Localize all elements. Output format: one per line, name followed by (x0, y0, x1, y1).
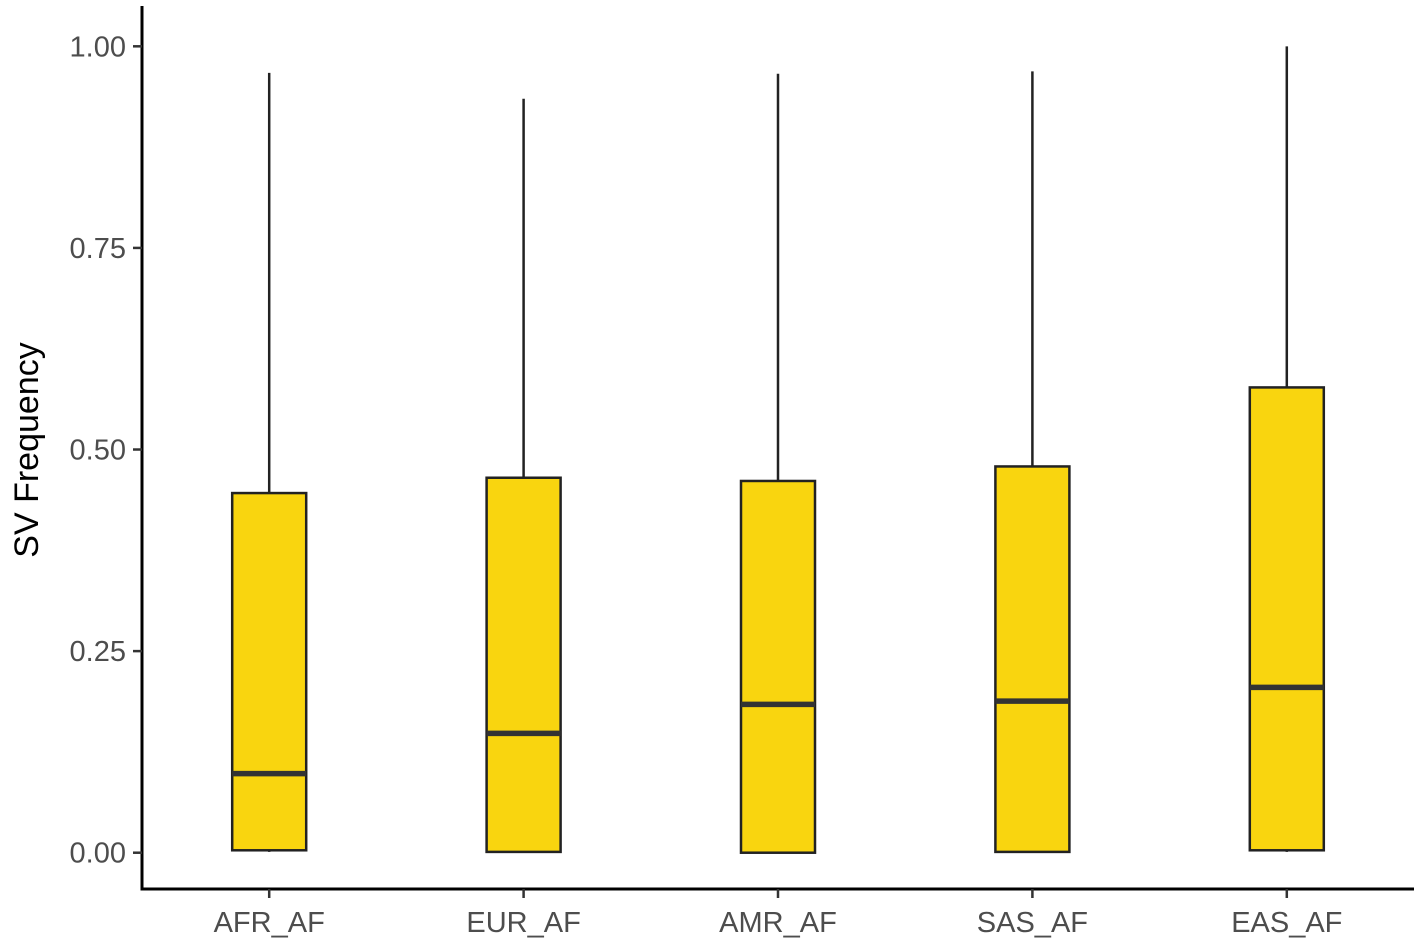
y-tick-label: 0.00 (70, 838, 126, 870)
iqr-box (994, 465, 1071, 854)
box-eas-af (1248, 46, 1326, 852)
iqr-box (485, 476, 562, 854)
y-ticks-layer: 0.00 0.25 0.50 0.75 1.00 (70, 31, 142, 870)
x-ticks-layer: AFR_AF EUR_AF AMR_AF SAS_AF EAS_AF (214, 889, 1342, 939)
y-tick-label: 1.00 (70, 31, 126, 63)
box-eur-af (485, 98, 562, 854)
y-tick-label: 0.75 (70, 233, 126, 265)
y-axis-title: SV Frequency (8, 342, 46, 557)
iqr-box (1248, 386, 1326, 852)
x-tick-label: EUR_AF (466, 907, 580, 939)
iqr-box (230, 491, 308, 852)
box-amr-af (739, 73, 817, 854)
iqr-box (739, 479, 817, 854)
x-tick-label: AFR_AF (214, 907, 325, 939)
y-tick-label: 0.25 (70, 636, 126, 668)
box-afr-af (230, 72, 308, 852)
y-tick-label: 0.50 (70, 435, 126, 467)
x-tick-label: AMR_AF (719, 907, 837, 939)
box-sas-af (994, 71, 1071, 854)
boxes-layer (230, 46, 1326, 854)
x-tick-label: SAS_AF (977, 907, 1088, 939)
x-tick-label: EAS_AF (1231, 907, 1342, 939)
